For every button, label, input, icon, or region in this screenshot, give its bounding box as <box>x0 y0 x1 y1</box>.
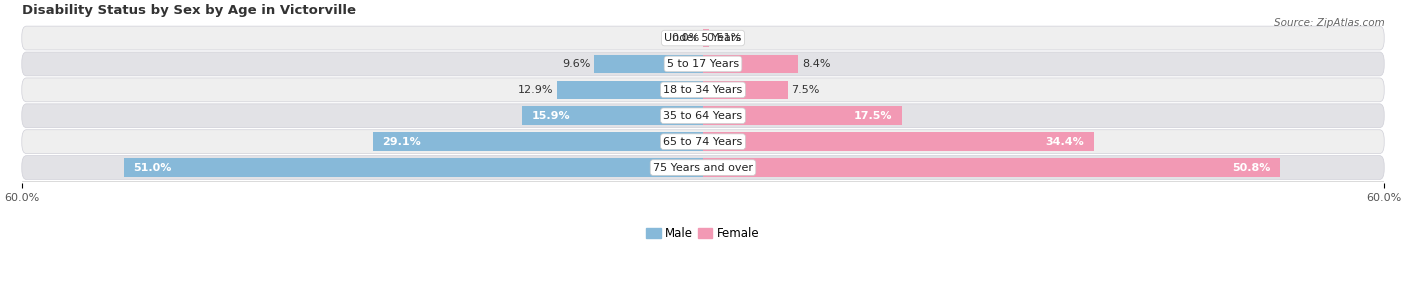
Text: 75 Years and over: 75 Years and over <box>652 163 754 173</box>
Bar <box>703 132 1094 151</box>
Text: 0.0%: 0.0% <box>671 33 700 43</box>
Text: 50.8%: 50.8% <box>1232 163 1271 173</box>
Bar <box>703 81 789 99</box>
FancyBboxPatch shape <box>21 130 1385 154</box>
Text: 15.9%: 15.9% <box>531 111 571 121</box>
Text: 0.51%: 0.51% <box>706 33 741 43</box>
Text: 65 to 74 Years: 65 to 74 Years <box>664 137 742 147</box>
Text: 51.0%: 51.0% <box>134 163 172 173</box>
Text: 18 to 34 Years: 18 to 34 Years <box>664 85 742 95</box>
Text: 7.5%: 7.5% <box>792 85 820 95</box>
Bar <box>703 106 901 125</box>
Bar <box>557 81 703 99</box>
FancyBboxPatch shape <box>21 104 1385 128</box>
Text: 35 to 64 Years: 35 to 64 Years <box>664 111 742 121</box>
Bar <box>373 132 703 151</box>
FancyBboxPatch shape <box>21 26 1385 50</box>
FancyBboxPatch shape <box>21 156 1385 179</box>
Legend: Male, Female: Male, Female <box>641 222 765 245</box>
Text: 34.4%: 34.4% <box>1046 137 1084 147</box>
Text: Source: ZipAtlas.com: Source: ZipAtlas.com <box>1274 18 1385 28</box>
Bar <box>593 55 703 73</box>
Text: Under 5 Years: Under 5 Years <box>665 33 741 43</box>
Bar <box>124 158 703 177</box>
Text: 29.1%: 29.1% <box>381 137 420 147</box>
Bar <box>523 106 703 125</box>
Text: 9.6%: 9.6% <box>562 59 591 69</box>
Bar <box>703 55 799 73</box>
FancyBboxPatch shape <box>21 78 1385 102</box>
Text: 12.9%: 12.9% <box>517 85 553 95</box>
Text: 17.5%: 17.5% <box>853 111 893 121</box>
Bar <box>703 158 1279 177</box>
Text: 5 to 17 Years: 5 to 17 Years <box>666 59 740 69</box>
Text: Disability Status by Sex by Age in Victorville: Disability Status by Sex by Age in Victo… <box>21 4 356 17</box>
FancyBboxPatch shape <box>21 52 1385 76</box>
Bar <box>703 29 709 47</box>
Text: 8.4%: 8.4% <box>801 59 831 69</box>
